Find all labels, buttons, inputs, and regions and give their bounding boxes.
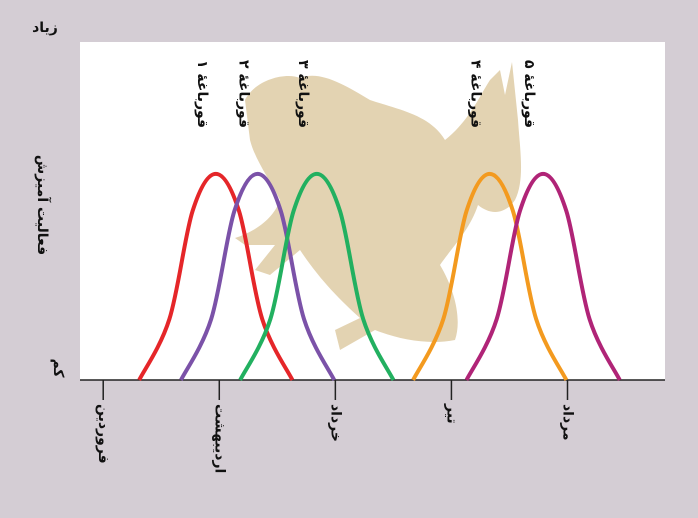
series-label: قورباغهٔ ۴ xyxy=(468,60,484,128)
series-label: قورباغهٔ ۲ xyxy=(236,60,252,128)
series-line xyxy=(238,171,396,381)
x-tick-label: فروردین xyxy=(95,404,111,464)
series-line xyxy=(464,171,622,381)
series-label: قورباغهٔ ۳ xyxy=(295,60,311,128)
series-line xyxy=(137,171,295,381)
y-tick-label: کم xyxy=(50,358,66,378)
x-tick-label: خرداد xyxy=(327,404,343,442)
x-tick-label: مرداد xyxy=(560,404,576,441)
series-line xyxy=(411,171,569,381)
series-line xyxy=(179,171,336,381)
x-tick-label: اردیبهشت xyxy=(211,404,227,473)
x-tick-label: تیر xyxy=(443,403,459,424)
series-label: قورباغهٔ ۵ xyxy=(521,60,537,128)
y-axis-label: فعالیت آمیزش xyxy=(34,155,52,255)
y-tick-label: زیاد xyxy=(32,20,58,36)
frog-silhouette xyxy=(235,62,522,350)
series-label: قورباغهٔ ۱ xyxy=(194,60,210,128)
